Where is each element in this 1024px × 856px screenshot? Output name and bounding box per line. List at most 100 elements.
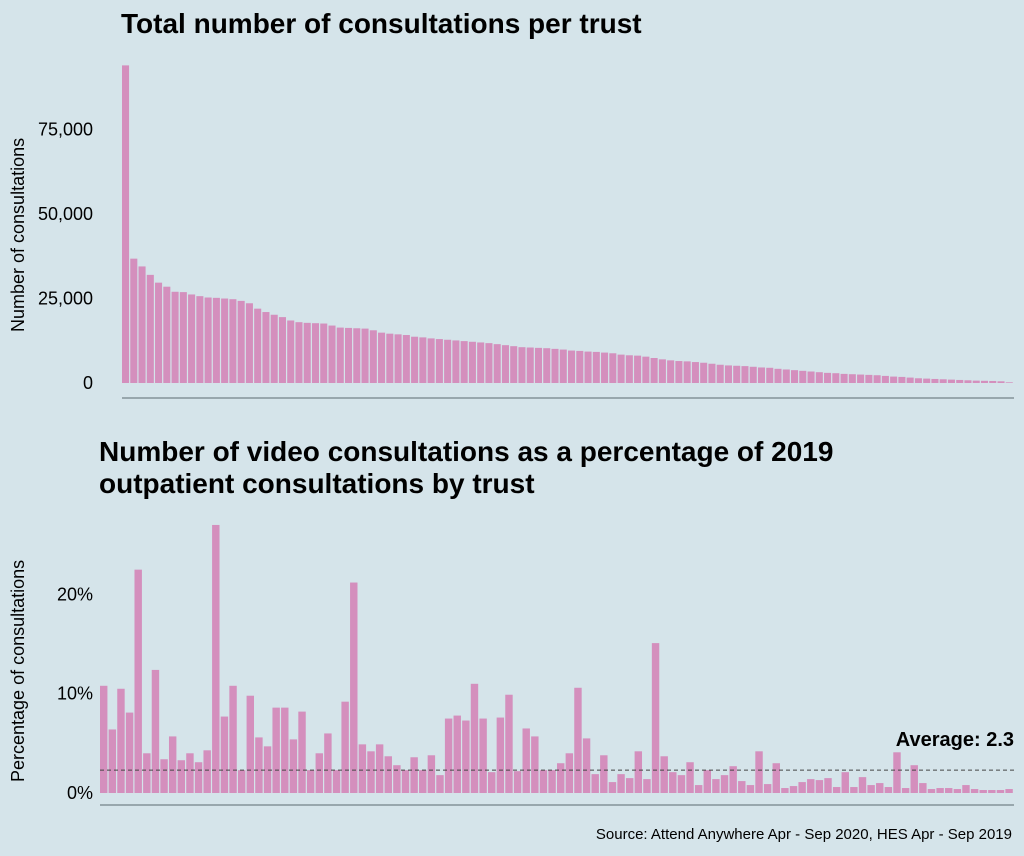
total-bar	[741, 366, 749, 383]
total-bar	[427, 338, 435, 383]
total-bar	[394, 334, 402, 383]
pct-bar	[453, 715, 461, 793]
pct-bar	[617, 774, 625, 793]
pct-bar	[100, 685, 108, 793]
total-bar	[320, 323, 328, 383]
total-bar	[221, 298, 229, 383]
pct-bar	[970, 789, 979, 793]
total-bar	[584, 351, 592, 383]
total-bar	[543, 348, 551, 383]
pct-bar	[229, 685, 237, 793]
pct-bar	[582, 738, 591, 793]
total-bar	[130, 258, 138, 383]
pct-bar	[134, 569, 142, 793]
total-bar	[675, 361, 683, 383]
total-bar	[914, 378, 922, 383]
pct-bar	[186, 753, 194, 793]
total-bar	[477, 342, 485, 383]
total-bar	[510, 346, 518, 383]
pct-bar	[143, 753, 151, 793]
pct-bar	[945, 788, 953, 793]
total-bar	[799, 370, 807, 383]
pct-bar	[876, 783, 884, 793]
total-bar	[1005, 382, 1013, 383]
pct-bar	[789, 786, 798, 793]
total-bar	[601, 352, 609, 383]
total-bar	[493, 344, 501, 383]
pct-bar	[125, 712, 134, 793]
pct-bar	[686, 762, 694, 793]
pct-bar	[720, 775, 729, 793]
total-bar	[865, 374, 873, 383]
pct-bar	[996, 790, 1005, 793]
total-bar	[534, 347, 543, 383]
total-bar	[270, 314, 278, 383]
pct-y-tick-label: 20%	[57, 584, 93, 604]
total-bar	[188, 294, 196, 383]
total-bar	[568, 350, 576, 383]
total-bar	[840, 373, 848, 383]
total-bar	[642, 356, 650, 383]
pct-bar	[306, 770, 315, 793]
total-bar	[791, 370, 799, 383]
total-bar	[650, 358, 658, 383]
total-bar	[328, 325, 336, 383]
pct-bar	[341, 701, 349, 793]
pct-bar	[177, 760, 186, 793]
pct-bar	[738, 781, 746, 793]
pct-bar	[927, 789, 936, 793]
total-bar	[435, 339, 443, 383]
total-bar	[700, 362, 708, 383]
total-bar	[824, 372, 832, 383]
pct-y-tick-label: 10%	[57, 684, 93, 704]
total-bar	[146, 274, 154, 383]
total-bar	[378, 332, 386, 383]
total-bar	[245, 303, 253, 383]
total-bar	[485, 343, 493, 383]
total-bar	[369, 330, 377, 383]
chart-title-total: Total number of consultations per trust	[121, 8, 642, 39]
pct-bar	[565, 753, 574, 793]
pct-bar	[539, 770, 548, 793]
total-bar	[361, 328, 369, 383]
pct-bar	[746, 785, 755, 793]
pct-bar	[694, 785, 703, 793]
total-bar	[923, 378, 931, 383]
pct-bar	[669, 772, 677, 793]
total-bar	[204, 297, 212, 383]
pct-bar	[919, 783, 927, 793]
total-bar	[345, 327, 353, 383]
total-bar	[716, 364, 724, 383]
pct-bar	[315, 753, 323, 793]
pct-bar	[358, 744, 367, 793]
total-bar	[179, 292, 187, 383]
total-bar	[518, 347, 526, 383]
total-bar	[419, 337, 427, 383]
total-bar	[815, 372, 823, 383]
pct-bar	[427, 755, 436, 793]
total-bar	[526, 347, 534, 383]
pct-bar	[712, 779, 720, 793]
pct-bar	[850, 787, 858, 793]
total-bar	[303, 322, 311, 383]
total-bar	[972, 380, 980, 383]
total-bar	[683, 361, 691, 383]
pct-bar	[470, 683, 479, 793]
pct-bar	[660, 756, 668, 793]
pct-bar	[350, 582, 358, 793]
pct-bar	[548, 770, 556, 793]
total-bar	[122, 65, 130, 383]
total-bar	[634, 355, 642, 383]
total-bar	[873, 375, 881, 383]
chart-title-percentage: Number of video consultations as a perce…	[99, 436, 919, 500]
total-bar	[576, 350, 584, 383]
pct-bar	[281, 707, 289, 793]
pct-bar	[237, 770, 246, 793]
pct-bar	[643, 779, 651, 793]
total-bar	[452, 340, 460, 383]
average-label: Average: 2.3	[896, 729, 1014, 751]
total-y-tick-label: 75,000	[38, 120, 93, 140]
pct-bar	[255, 737, 263, 793]
total-bar	[757, 367, 766, 383]
total-bar	[501, 345, 509, 383]
